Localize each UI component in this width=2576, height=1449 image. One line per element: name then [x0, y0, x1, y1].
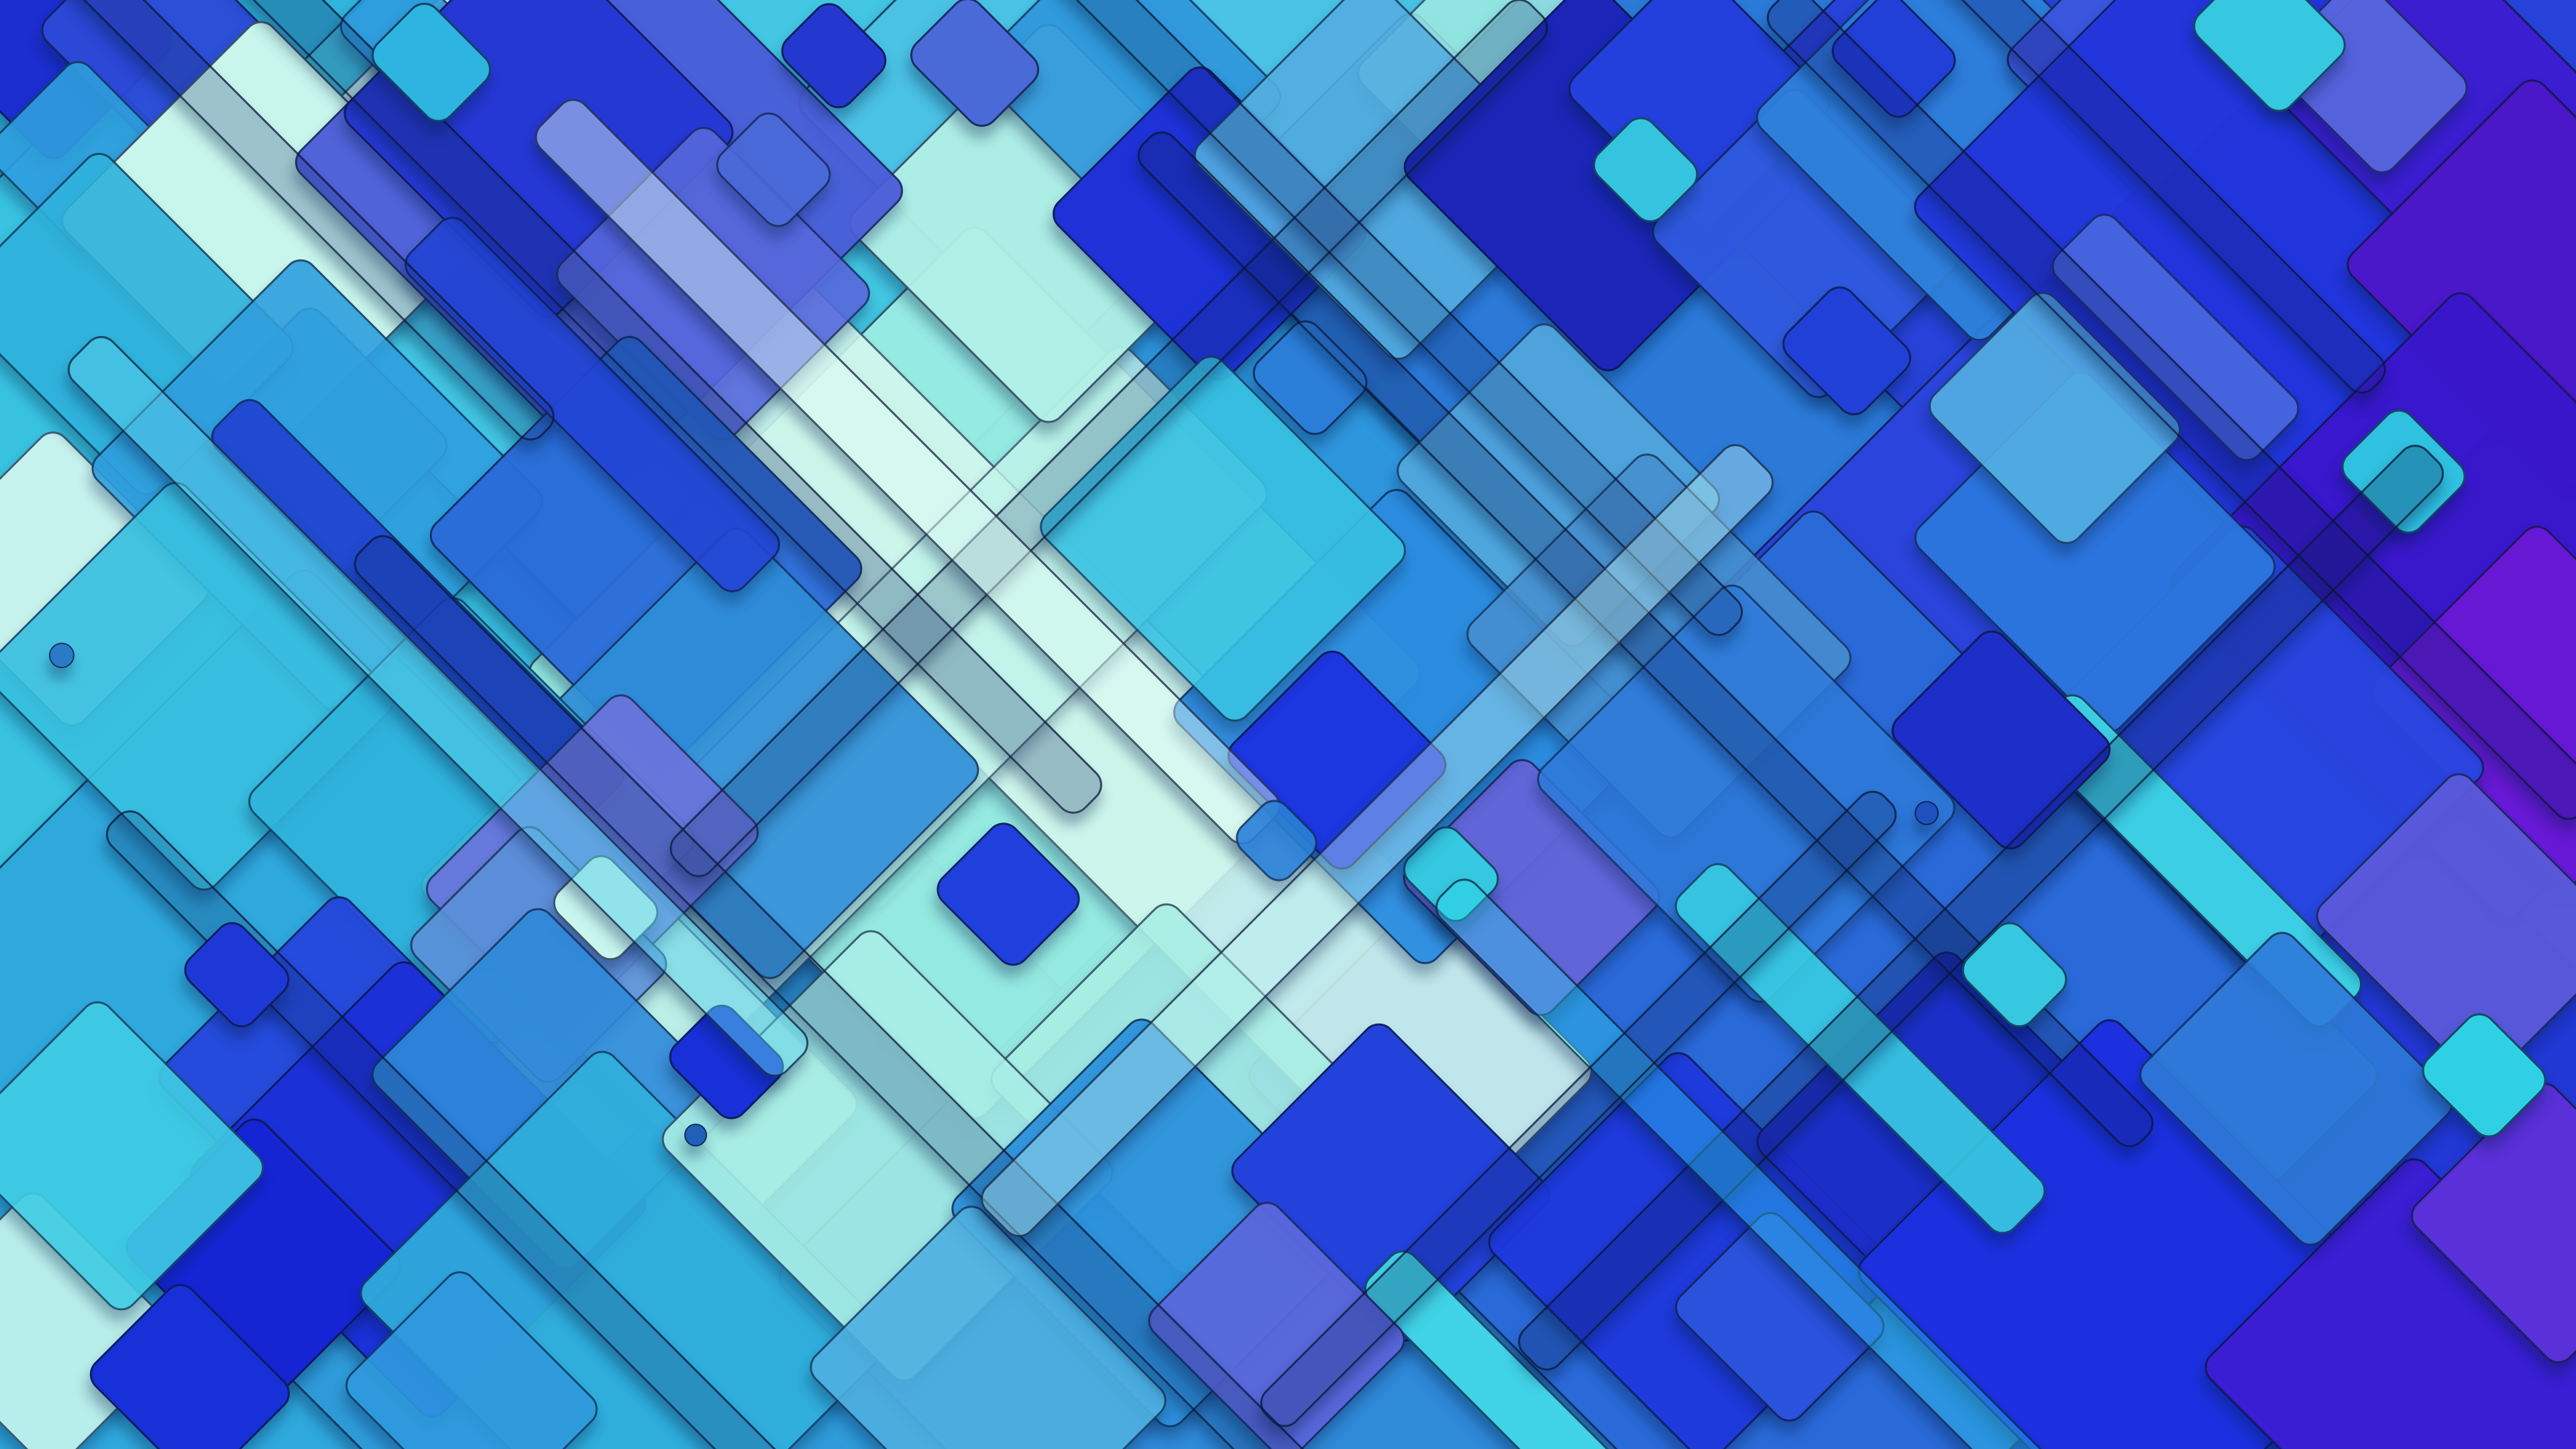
abstract-art-canvas: [0, 0, 2576, 1449]
